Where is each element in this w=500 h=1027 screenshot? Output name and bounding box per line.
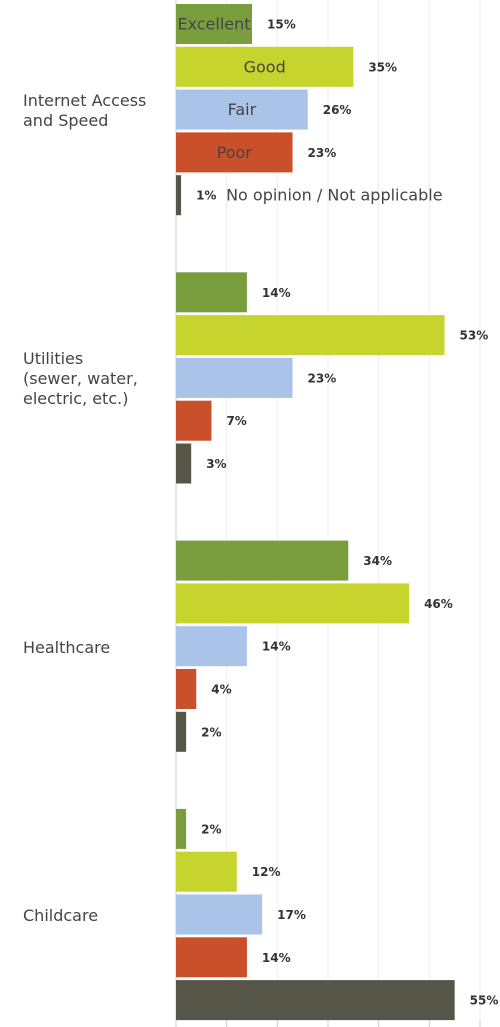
value-label: 23% <box>308 146 337 160</box>
category-label: Internet Access and Speed <box>23 91 147 130</box>
bar <box>176 540 349 581</box>
value-label: 17% <box>277 908 306 922</box>
bar <box>176 132 293 173</box>
value-label: 7% <box>226 414 246 428</box>
bar <box>176 175 182 216</box>
series-name: Excellent <box>177 15 250 34</box>
value-label: 15% <box>267 18 296 32</box>
value-label: 55% <box>470 994 499 1008</box>
bar <box>176 669 197 709</box>
value-label: 14% <box>262 286 291 300</box>
bar <box>176 400 212 441</box>
bar <box>176 4 252 44</box>
bar <box>176 808 187 849</box>
value-label: 35% <box>368 60 397 74</box>
series-name: Fair <box>228 100 257 119</box>
bar <box>176 626 247 667</box>
bar <box>176 980 455 1021</box>
value-label: 3% <box>206 457 226 471</box>
bar <box>176 937 247 978</box>
series-name: Poor <box>217 143 253 162</box>
bar <box>176 272 247 313</box>
bar <box>176 851 237 892</box>
bar <box>176 894 263 935</box>
bar <box>176 315 445 356</box>
category-label: Healthcare <box>23 637 111 657</box>
value-label: 1% <box>196 189 216 203</box>
series-name: Good <box>244 57 286 76</box>
value-label: 14% <box>262 951 291 965</box>
bar <box>176 583 410 624</box>
value-label: 14% <box>262 640 291 654</box>
bar <box>176 46 354 87</box>
category-label: Utilities (sewer, water, electric, etc.) <box>23 349 138 409</box>
value-label: 34% <box>363 554 392 568</box>
category-label: Childcare <box>23 905 99 925</box>
bar <box>176 711 187 752</box>
bar <box>176 357 293 398</box>
value-label: 46% <box>424 597 453 611</box>
value-label: 2% <box>201 725 221 739</box>
value-label: 26% <box>323 103 352 117</box>
bar <box>176 89 308 130</box>
series-name: No opinion / Not applicable <box>226 186 442 205</box>
value-label: 12% <box>252 865 281 879</box>
value-label: 2% <box>201 822 221 836</box>
value-label: 4% <box>211 683 231 697</box>
bar <box>176 443 192 484</box>
value-label: 53% <box>460 329 489 343</box>
value-label: 23% <box>308 371 337 385</box>
